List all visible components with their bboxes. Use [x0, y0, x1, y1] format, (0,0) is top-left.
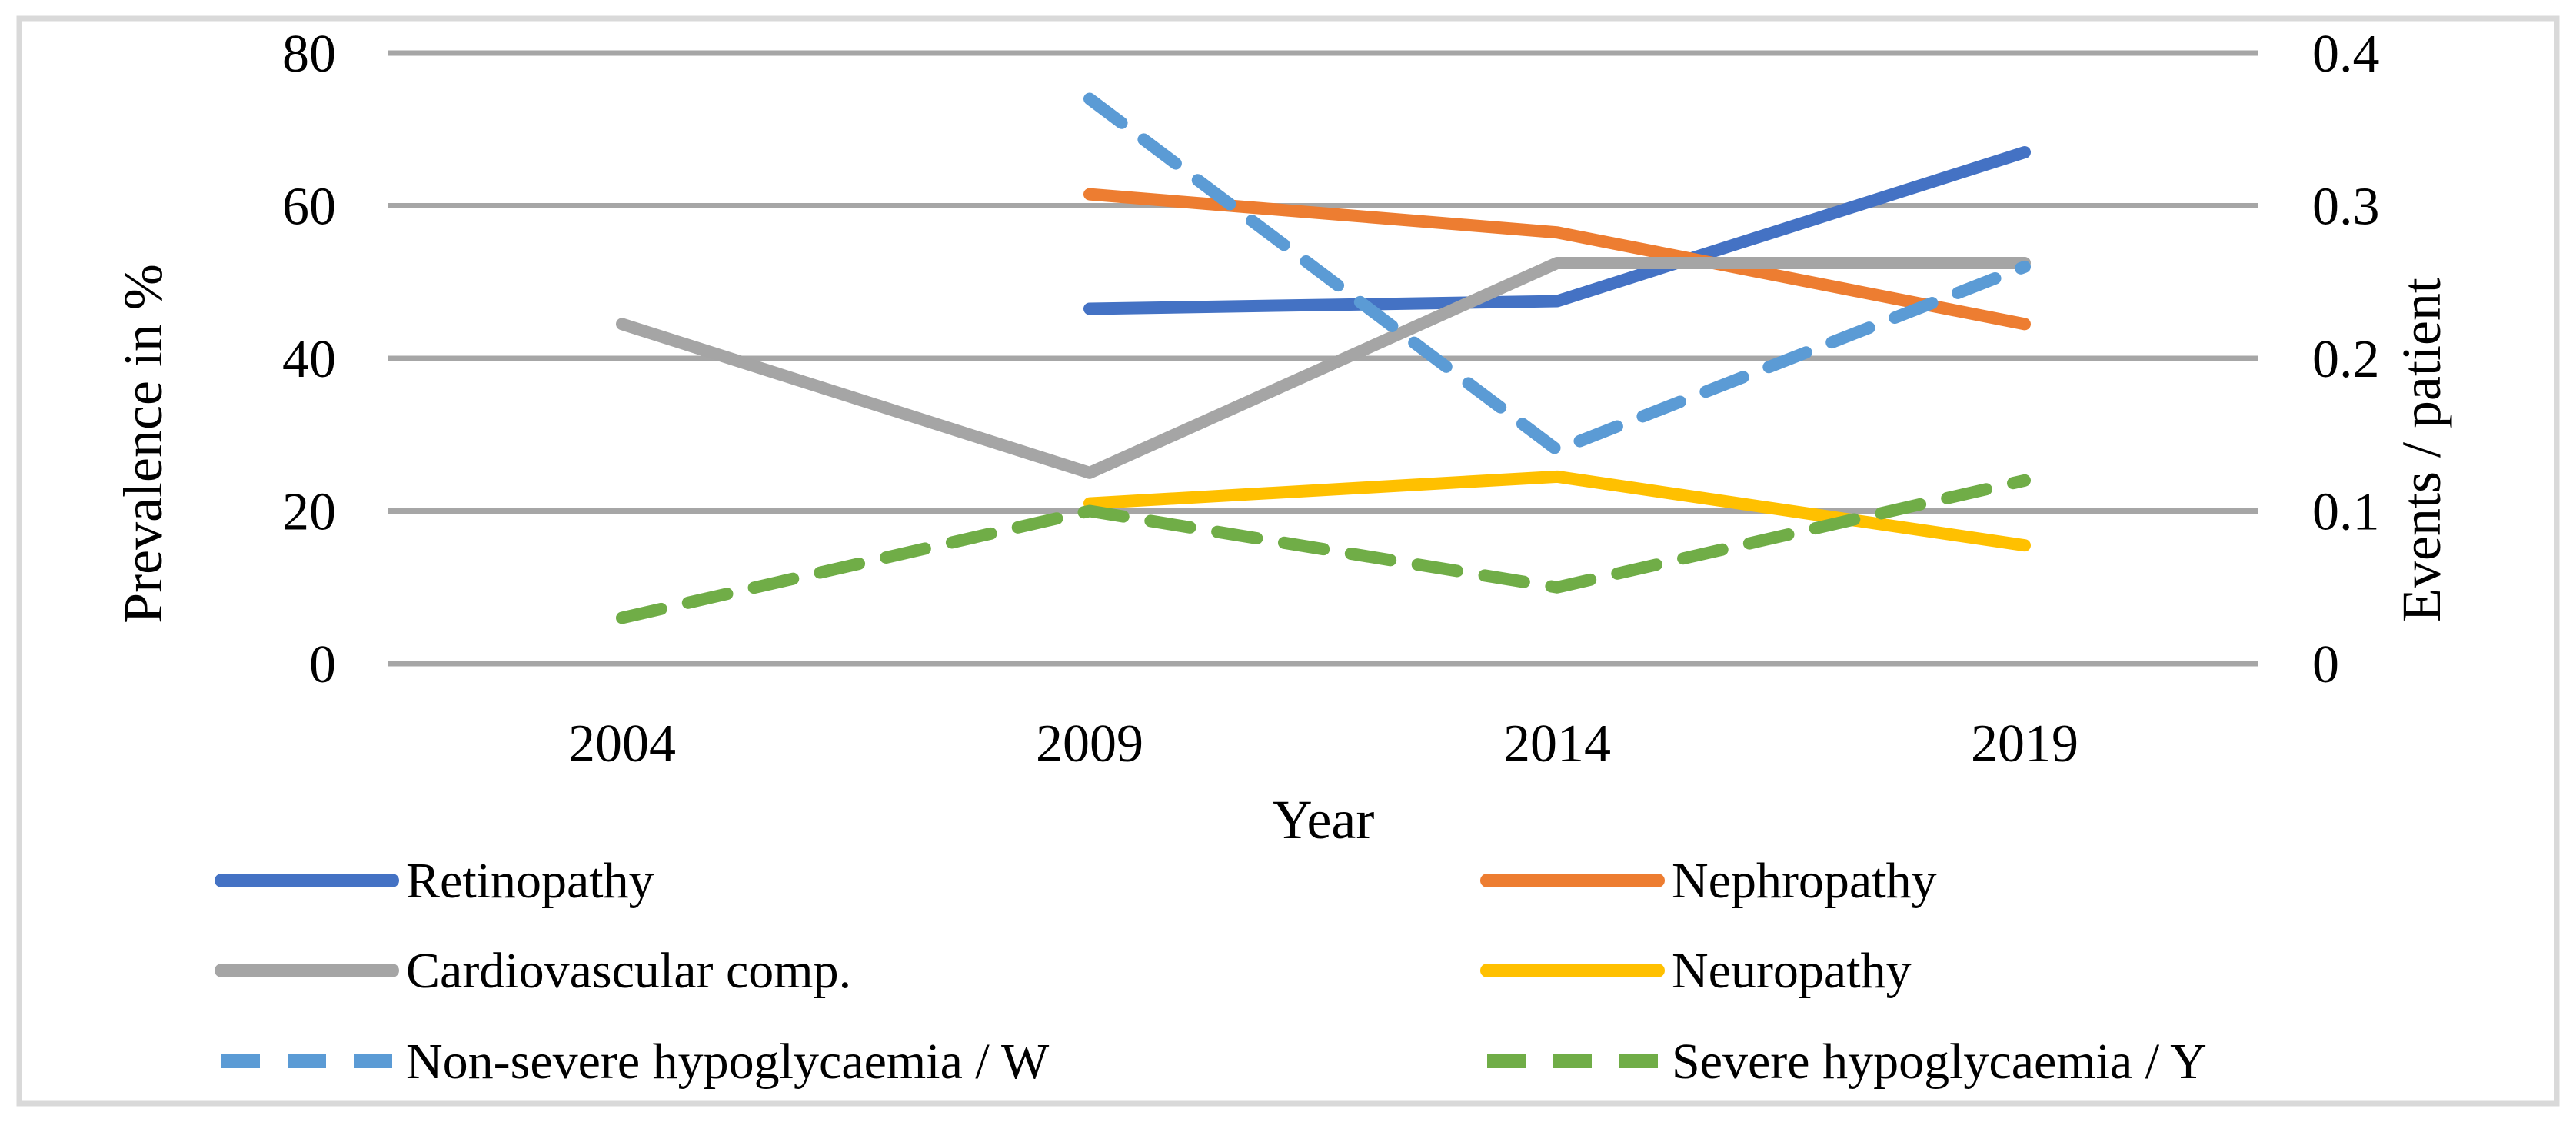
left-axis-title: Prevalence in % [112, 264, 174, 624]
legend-label-cardiovascular-comp: Cardiovascular comp. [406, 943, 851, 999]
series-line-neuropathy [1083, 470, 2031, 552]
x-axis-title: Year [1273, 789, 1375, 851]
series-line-severe-hypoglycaemia-y [616, 474, 2031, 624]
legend-label-retinopathy: Retinopathy [406, 853, 654, 909]
left-axis-tick-label: 80 [282, 25, 336, 84]
x-axis-tick-label: 2004 [568, 714, 676, 774]
legend-item-nephropathy: Nephropathy [1480, 853, 1937, 909]
legend-label-nephropathy: Nephropathy [1672, 853, 1937, 909]
series-line-nephropathy [1083, 188, 2031, 331]
right-axis-tick-label: 0.1 [2312, 483, 2380, 542]
right-axis-tick-label: 0.4 [2312, 25, 2380, 84]
right-axis-tick-label: 0.2 [2312, 330, 2380, 389]
left-axis-tick-label: 0 [309, 635, 336, 694]
legend-label-severe-hypoglycaemia-y: Severe hypoglycaemia / Y [1672, 1034, 2207, 1090]
legend-item-retinopathy: Retinopathy [215, 853, 654, 909]
series-line-retinopathy [1083, 146, 2031, 315]
right-axis-title: Events / patient [2391, 278, 2452, 622]
left-axis-tick-label: 40 [282, 330, 336, 389]
figure-border [16, 15, 2560, 1107]
x-axis-tick-label: 2009 [1036, 714, 1143, 774]
legend-label-non-severe-hypoglycaemia-w: Non-severe hypoglycaemia / W [406, 1034, 1050, 1090]
legend-label-neuropathy: Neuropathy [1672, 943, 1912, 999]
left-axis-tick-label: 20 [282, 483, 336, 542]
legend-item-cardiovascular-comp: Cardiovascular comp. [215, 943, 851, 999]
x-axis-tick-label: 2019 [1971, 714, 2078, 774]
legend-item-neuropathy: Neuropathy [1480, 943, 1912, 999]
series-line-non-severe-hypoglycaemia-w [1083, 92, 2031, 457]
legend-item-non-severe-hypoglycaemia-w: Non-severe hypoglycaemia / W [221, 1034, 1050, 1090]
series-line-cardiovascular-comp [616, 256, 2031, 479]
x-axis-tick-label: 2014 [1503, 714, 1611, 774]
right-axis-tick-label: 0 [2312, 635, 2339, 694]
left-axis-tick-label: 60 [282, 178, 336, 237]
right-axis-tick-label: 0.3 [2312, 178, 2380, 237]
legend-item-severe-hypoglycaemia-y: Severe hypoglycaemia / Y [1487, 1034, 2207, 1090]
